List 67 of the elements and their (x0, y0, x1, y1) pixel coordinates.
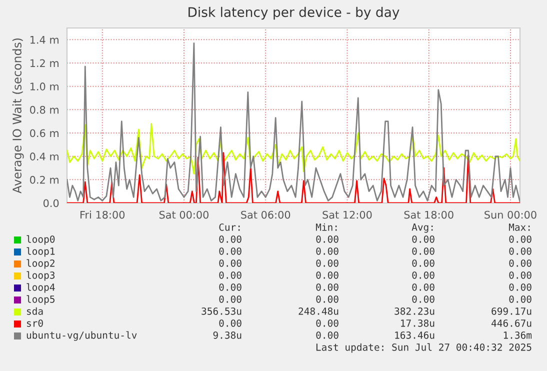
text: 0.00 (219, 259, 242, 267)
text: 446.67u (492, 319, 532, 327)
text: 0.00 (219, 295, 242, 303)
text: 0.00 (219, 319, 242, 327)
text: 0.00 (509, 295, 532, 303)
y-axis-title: Average IO Wait (seconds) (12, 38, 24, 194)
text: Avg: (412, 224, 433, 233)
text: 382.23u (394, 307, 434, 315)
x-tick-label: Sat 00:00 (159, 210, 209, 219)
legend-label: loop2 (26, 259, 54, 269)
x-tick-label: Sat 06:00 (241, 210, 290, 219)
text: 0.00 (412, 247, 434, 255)
text: 0.00 (316, 283, 338, 291)
x-tick-label: Fri 18:00 (80, 210, 125, 219)
text: 0.00 (412, 271, 434, 279)
y-tick-label: 0.2 m (30, 176, 58, 184)
legend-label: ubuntu-vg/ubuntu-lv (26, 331, 137, 341)
text: 0.00 (316, 271, 338, 279)
legend-label: loop3 (26, 271, 55, 281)
text: 1.36m (504, 331, 532, 339)
y-tick-label: 0.4 m (30, 152, 58, 160)
text: 0.00 (316, 331, 338, 339)
x-tick-label: Sat 12:00 (322, 210, 372, 219)
text: 163.46u (395, 331, 434, 339)
text: 0.00 (316, 259, 338, 267)
x-tick-label: Sun 00:00 (484, 210, 536, 219)
text: 0.00 (219, 271, 242, 279)
text: 0.00 (316, 235, 338, 243)
text: 0.00 (412, 259, 434, 267)
text: 0.00 (316, 319, 338, 327)
text: 0.00 (412, 283, 434, 291)
text: 0.00 (509, 247, 532, 255)
text: Cur: (219, 223, 240, 231)
text: 248.48u (298, 307, 338, 315)
text: 0.00 (412, 295, 434, 303)
text: 0.00 (509, 283, 532, 291)
legend-label: loop0 (26, 235, 55, 245)
text: 0.00 (509, 271, 532, 279)
text: 699.17u (492, 307, 532, 315)
text: 356.53u (202, 307, 242, 315)
text: 0.00 (316, 295, 338, 303)
text: 0.00 (509, 235, 532, 243)
line-series (67, 122, 520, 175)
legend-label: loop1 (26, 247, 55, 257)
text: Last update: Sun Jul 27 00:40:32 2025 (316, 343, 532, 353)
y-tick-label: 1.4 m (30, 36, 58, 44)
text: 0.00 (219, 235, 242, 243)
text: Min: (316, 223, 337, 231)
y-tick-label: 0.6 m (30, 129, 58, 138)
chart-title: Disk latency per device - by day (188, 6, 400, 20)
y-tick-label: 0.0 (43, 199, 59, 208)
legend-label: sr0 (27, 319, 43, 327)
text: 9.38u (213, 331, 242, 339)
text: 0.00 (509, 259, 532, 267)
y-tick-label: 1.2 m (30, 59, 58, 67)
legend-label: sda (27, 307, 43, 315)
legend-label: loop4 (26, 283, 55, 293)
text: 0.00 (219, 247, 242, 255)
legend-label: loop5 (26, 295, 54, 305)
x-tick-label: Sat 18:00 (404, 210, 454, 219)
y-tick-label: 0.8 m (30, 106, 58, 114)
text: Max: (508, 224, 530, 231)
text: 0.00 (219, 283, 242, 291)
text: 17.38u (401, 319, 434, 327)
y-tick-label: 1.0 m (30, 82, 58, 90)
text: 0.00 (412, 235, 434, 243)
text: 0.00 (316, 247, 338, 255)
